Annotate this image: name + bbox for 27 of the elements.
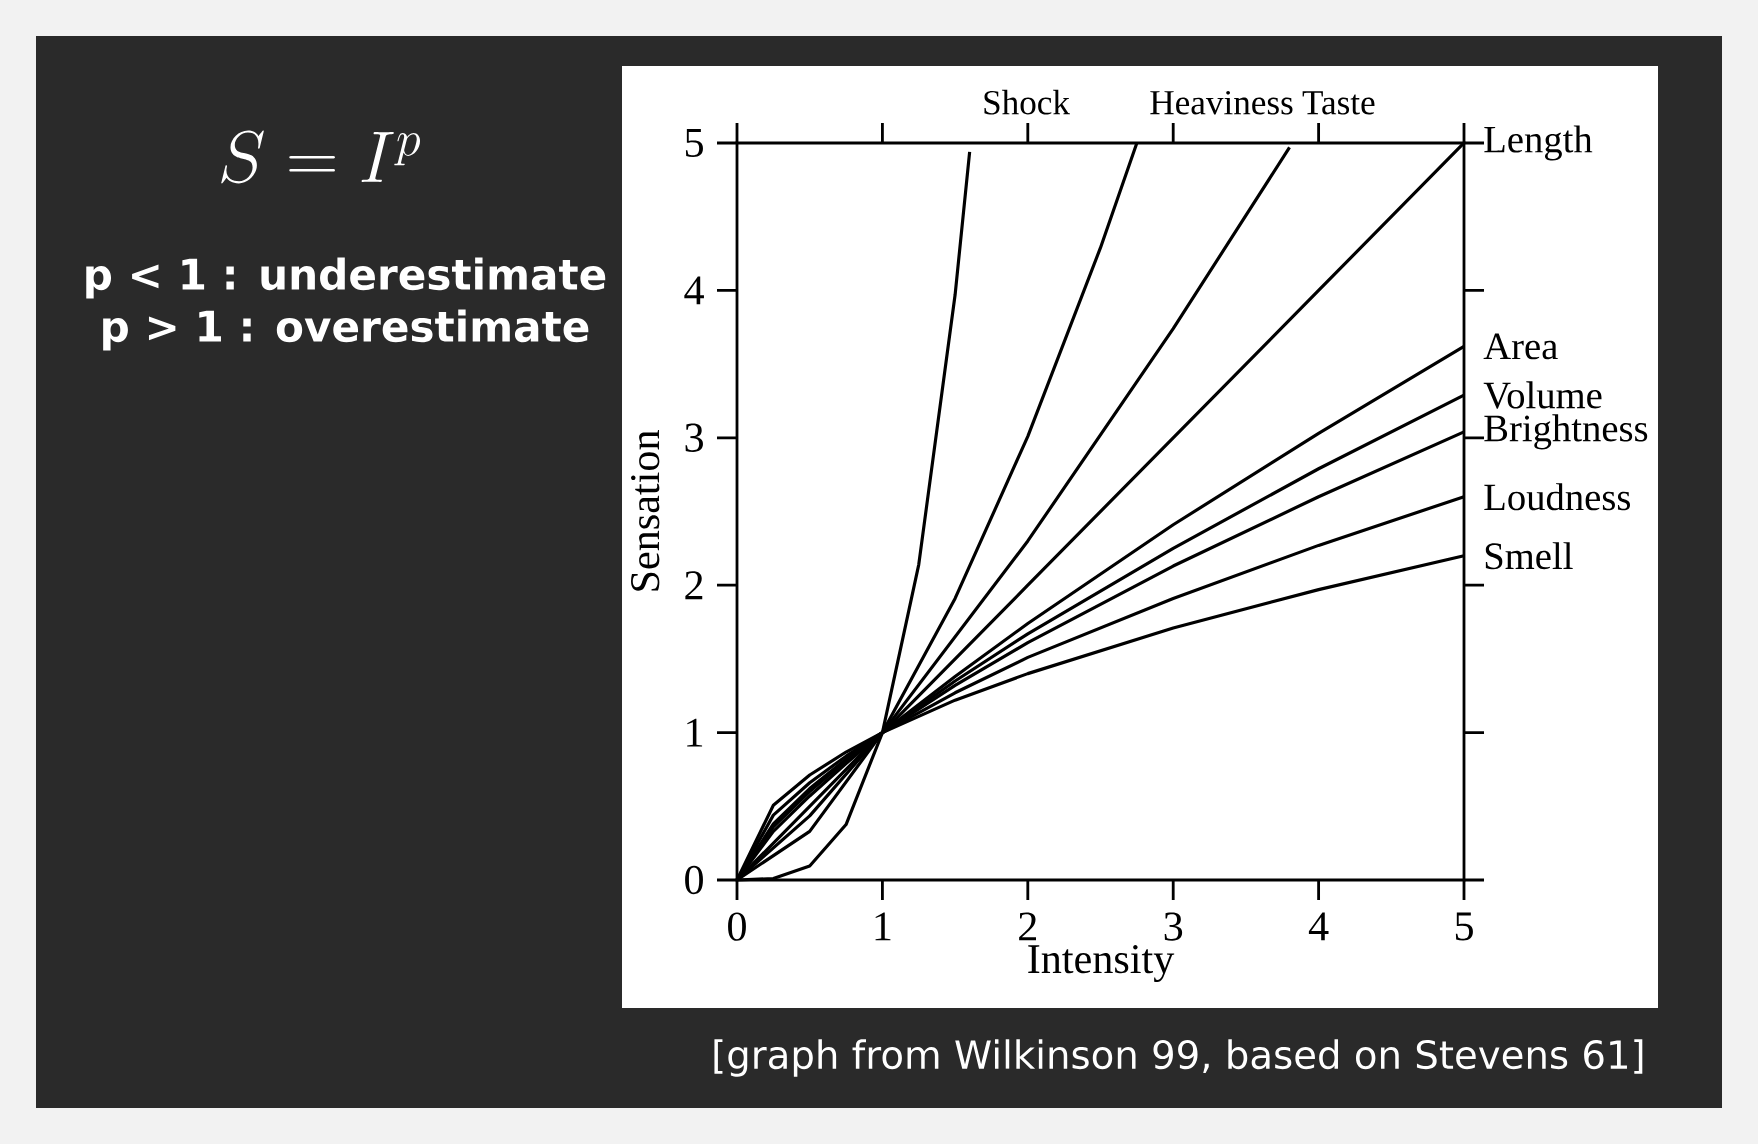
series-label: Volume: [1483, 381, 1602, 409]
y-tick-label: 0: [685, 865, 703, 895]
text: p < 1 : underestimate: [86, 257, 606, 299]
y-axis-title: Sensation: [631, 430, 660, 591]
y-tick-label: 1: [687, 718, 703, 747]
series-label: Area: [1483, 333, 1558, 360]
x-tick-label: 0: [728, 912, 746, 941]
text: $S = I^{p}$: [221, 130, 421, 184]
legend-label: Length: [1484, 125, 1593, 161]
series-label: Loudness: [1484, 483, 1630, 511]
x-tick-label: 3: [1164, 912, 1183, 941]
y-tick-label: 2: [685, 571, 703, 600]
y-tick-label: 5: [685, 128, 703, 157]
y-tick-label: 3: [685, 423, 703, 452]
y-tick-label: 4: [684, 276, 704, 305]
legend-label: Brightness: [1484, 414, 1648, 450]
series-label: Taste: [1302, 91, 1375, 115]
x-tick-label: 2: [1019, 912, 1037, 941]
x-tick-label: 5: [1455, 912, 1473, 941]
series-label: Heaviness: [1150, 90, 1293, 115]
series-label: Shock: [984, 89, 1070, 115]
series-label: Smell: [1485, 542, 1573, 570]
x-tick-label: 4: [1308, 912, 1329, 941]
text: p > 1 : overestimate: [103, 309, 589, 351]
text: [graph from Wilkinson 99, based on Stevens 61]: [714, 1039, 1643, 1077]
x-axis-title: Intensity: [1028, 944, 1175, 983]
x-tick-label: 1: [875, 912, 891, 941]
